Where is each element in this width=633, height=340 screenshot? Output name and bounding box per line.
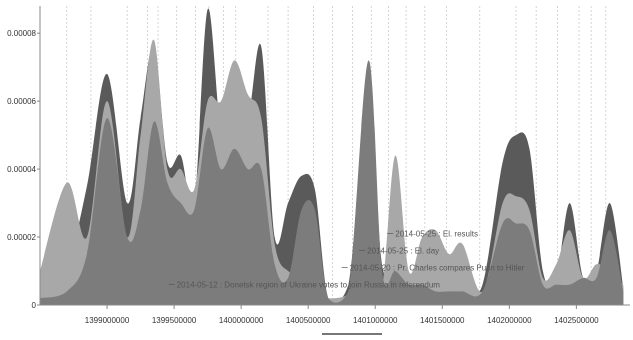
series-areas — [40, 8, 624, 306]
x-tick-label: 1401000000 — [353, 316, 398, 325]
x-tick-label: 1399500000 — [152, 316, 197, 325]
x-tick-label: 1401500000 — [420, 316, 465, 325]
axes: 0 0.00002 0.00004 0.00006 0.00008 1399000000 1… — [7, 29, 599, 325]
annotation-label: 2014-05-25 : El. day — [367, 246, 439, 255]
x-tick-label: 1402000000 — [487, 316, 532, 325]
y-tick-label: 0 — [32, 301, 37, 310]
annotation-label: 2014-05-12 : Donetsk region of Ukraine v… — [177, 280, 441, 289]
y-tick-label: 0.00008 — [7, 29, 36, 38]
y-tick-label: 0.00006 — [7, 97, 36, 106]
y-tick-label: 0.00002 — [7, 233, 36, 242]
range-slider-handle[interactable] — [322, 333, 382, 335]
series-area-3 — [40, 60, 624, 305]
y-tick-label: 0.00004 — [7, 165, 36, 174]
x-tick-label: 1402500000 — [554, 316, 599, 325]
annotation-label: 2014-05-25 : El. results — [395, 229, 478, 238]
x-tick-label: 1400500000 — [286, 316, 331, 325]
annotation-label: 2014-05-20 : Pr. Charles compares Putin … — [350, 263, 525, 272]
x-tick-label: 1399000000 — [85, 316, 130, 325]
annotations: 2014-05-25 : El. results 2014-05-25 : El.… — [168, 229, 525, 289]
x-tick-label: 1400000000 — [219, 316, 264, 325]
